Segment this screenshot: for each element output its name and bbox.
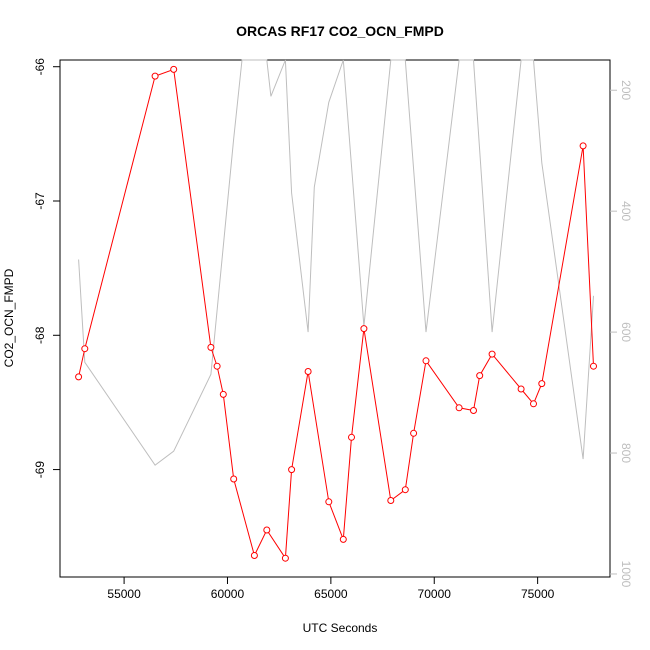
plot-area: 55000 60000 65000 70000 75000 -66 -67 -68 -69 200… bbox=[33, 58, 633, 601]
data-point bbox=[151, 72, 159, 80]
data-point bbox=[219, 390, 227, 398]
data-point bbox=[455, 404, 463, 412]
data-point bbox=[488, 350, 496, 358]
data-point bbox=[207, 343, 215, 351]
y-axis-label: CO2_OCN_FMPD bbox=[2, 268, 16, 367]
data-point bbox=[517, 385, 525, 393]
data-point bbox=[348, 433, 355, 441]
data-point bbox=[263, 526, 271, 534]
x-axis-label: UTC Seconds bbox=[303, 621, 378, 635]
x-tick-label: 65000 bbox=[314, 587, 348, 601]
y2-tick-label: 400 bbox=[619, 201, 633, 221]
y-tick-label: -66 bbox=[33, 58, 47, 76]
y-tick-label: -67 bbox=[33, 192, 47, 210]
data-point bbox=[213, 362, 221, 370]
data-point bbox=[288, 466, 296, 474]
data-point bbox=[230, 475, 238, 483]
data-point bbox=[470, 407, 477, 414]
data-point bbox=[339, 535, 347, 543]
data-point bbox=[75, 373, 83, 381]
x-tick-label: 55000 bbox=[107, 587, 141, 601]
data-point bbox=[170, 65, 178, 73]
data-point bbox=[304, 368, 312, 375]
data-point bbox=[81, 345, 89, 353]
x-tick-label: 70000 bbox=[418, 587, 452, 601]
y-tick-label: -68 bbox=[33, 326, 47, 344]
data-point bbox=[538, 380, 546, 388]
y2-tick-label: 600 bbox=[619, 322, 633, 342]
data-point bbox=[401, 486, 409, 494]
y2-tick-label: 800 bbox=[619, 443, 633, 463]
chart-title: ORCAS RF17 CO2_OCN_FMPD bbox=[236, 23, 444, 39]
data-point bbox=[281, 554, 289, 562]
data-point bbox=[360, 325, 368, 333]
data-point bbox=[422, 357, 430, 365]
data-point bbox=[387, 497, 395, 504]
data-point bbox=[250, 552, 258, 559]
data-point bbox=[410, 429, 418, 437]
data-point bbox=[590, 362, 597, 370]
x-tick-label: 60000 bbox=[211, 587, 245, 601]
y-tick-label: -69 bbox=[33, 461, 47, 479]
plot-frame bbox=[59, 59, 611, 578]
secondary-series-line bbox=[78, 59, 594, 466]
x-tick-label: 75000 bbox=[521, 587, 555, 601]
y2-tick-label: 200 bbox=[619, 80, 633, 100]
y2-tick-label: 1000 bbox=[619, 561, 633, 588]
data-point bbox=[530, 400, 537, 408]
data-point bbox=[476, 372, 484, 380]
data-point bbox=[579, 142, 587, 150]
data-point bbox=[325, 498, 333, 506]
